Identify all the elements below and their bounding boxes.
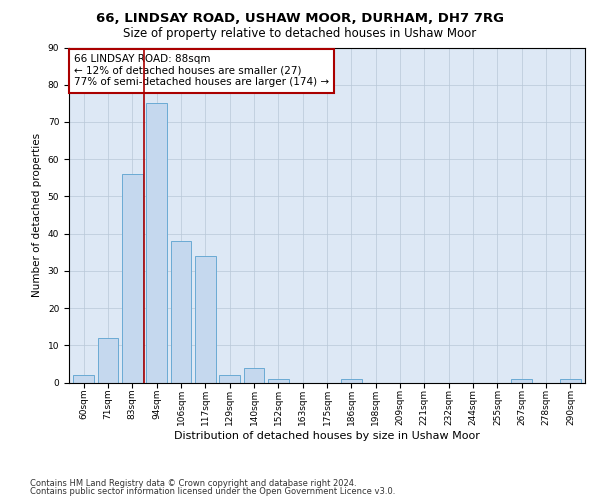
Bar — [146, 104, 167, 382]
X-axis label: Distribution of detached houses by size in Ushaw Moor: Distribution of detached houses by size … — [174, 430, 480, 440]
Bar — [219, 375, 240, 382]
Bar — [560, 379, 581, 382]
Bar — [122, 174, 143, 382]
Bar — [244, 368, 265, 382]
Y-axis label: Number of detached properties: Number of detached properties — [32, 133, 42, 297]
Text: 66, LINDSAY ROAD, USHAW MOOR, DURHAM, DH7 7RG: 66, LINDSAY ROAD, USHAW MOOR, DURHAM, DH… — [96, 12, 504, 26]
Bar — [98, 338, 118, 382]
Bar — [511, 379, 532, 382]
Bar — [170, 241, 191, 382]
Text: Contains HM Land Registry data © Crown copyright and database right 2024.: Contains HM Land Registry data © Crown c… — [30, 478, 356, 488]
Bar — [195, 256, 215, 382]
Bar — [341, 379, 362, 382]
Text: Contains public sector information licensed under the Open Government Licence v3: Contains public sector information licen… — [30, 487, 395, 496]
Text: Size of property relative to detached houses in Ushaw Moor: Size of property relative to detached ho… — [124, 28, 476, 40]
Bar — [268, 379, 289, 382]
Text: 66 LINDSAY ROAD: 88sqm
← 12% of detached houses are smaller (27)
77% of semi-det: 66 LINDSAY ROAD: 88sqm ← 12% of detached… — [74, 54, 329, 88]
Bar — [73, 375, 94, 382]
